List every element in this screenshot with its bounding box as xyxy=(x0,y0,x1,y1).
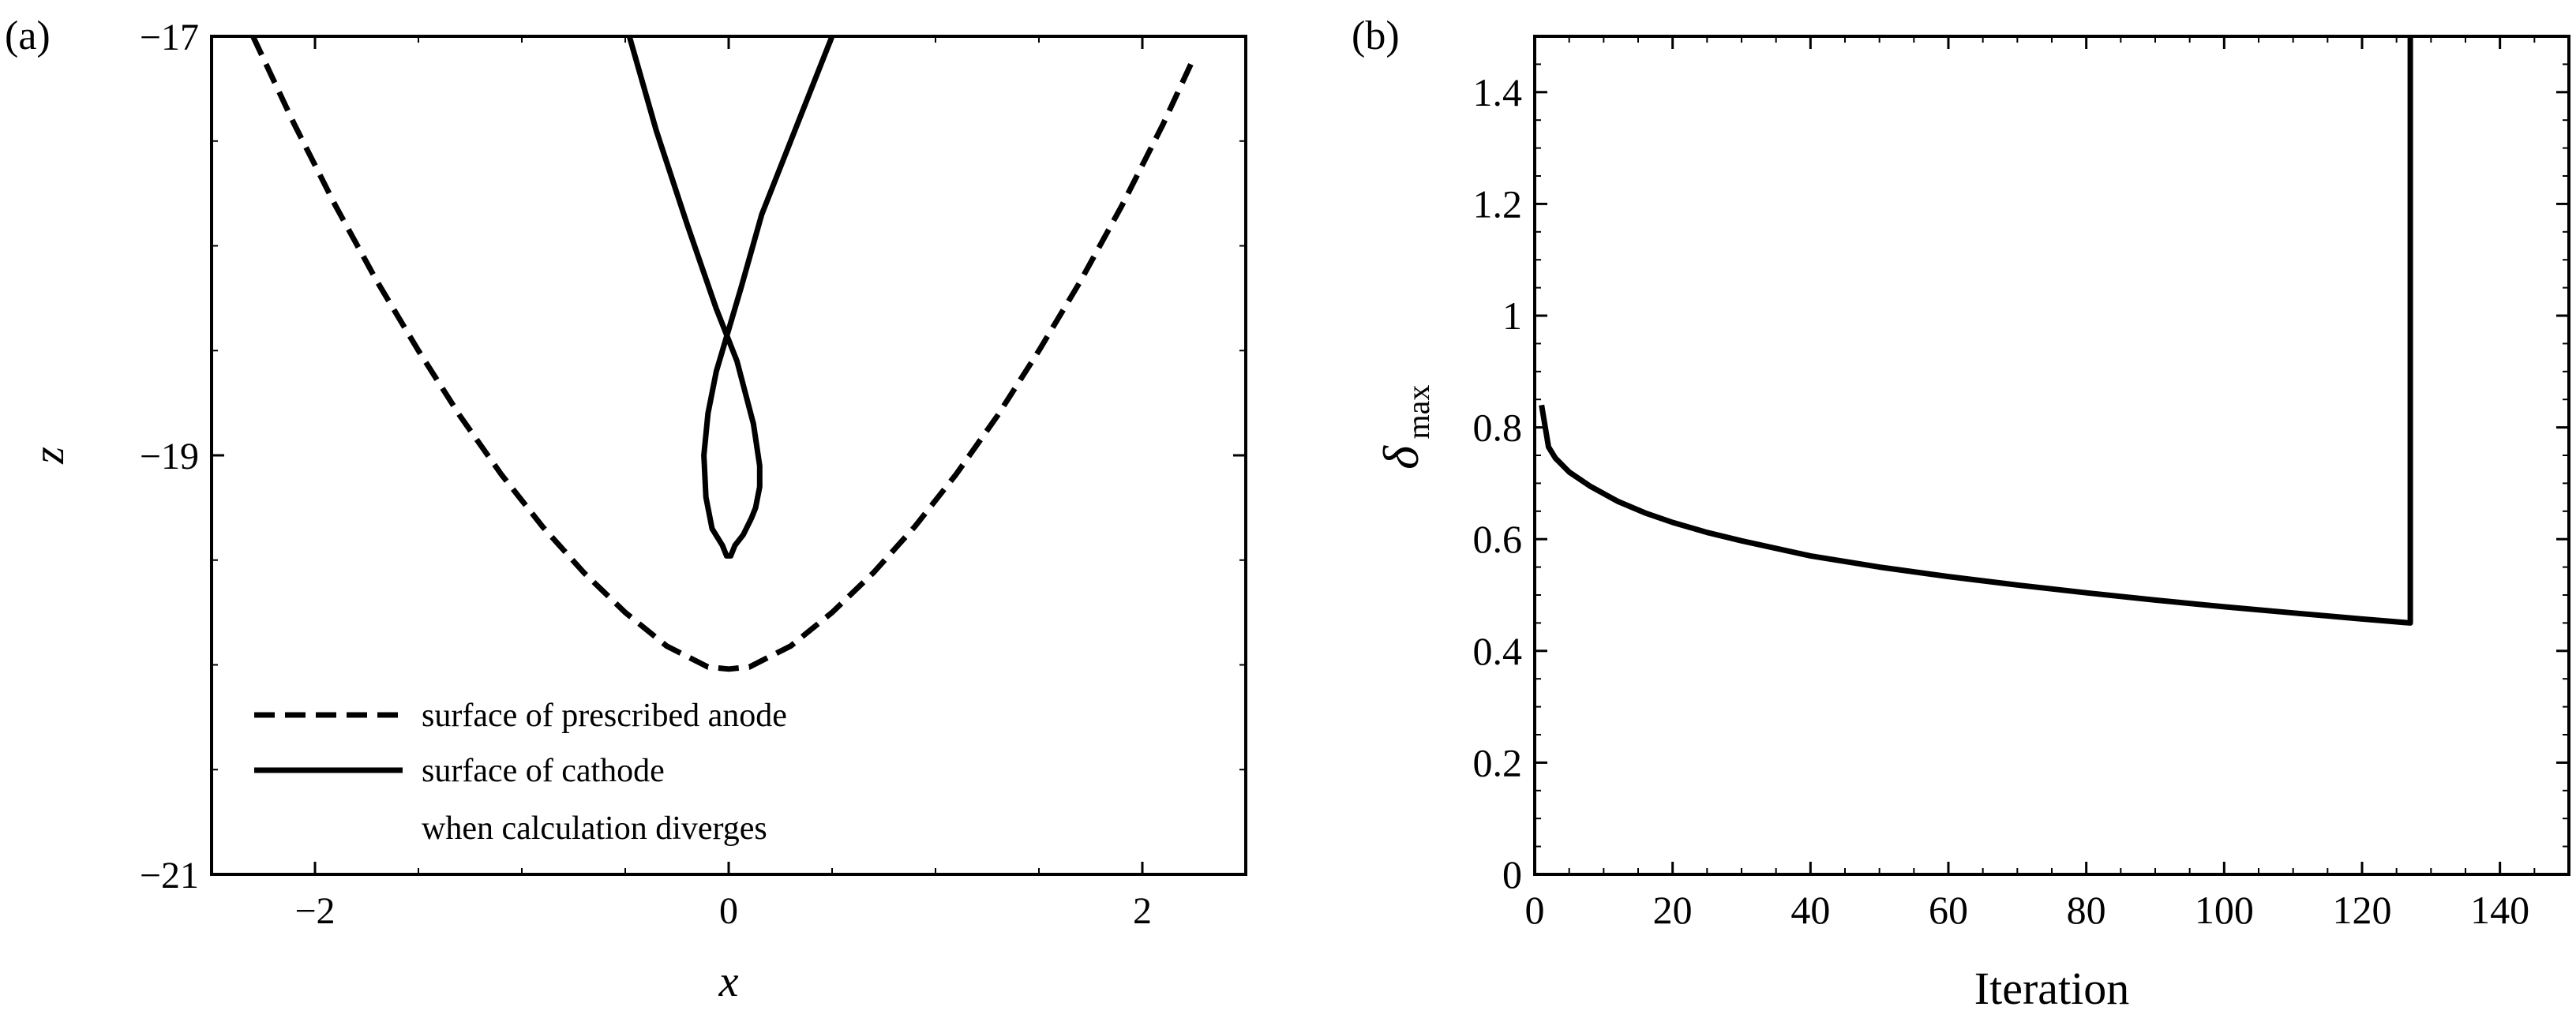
y-tick-label: −21 xyxy=(140,855,199,896)
panel-b-axes-box xyxy=(1533,35,2570,876)
panel-b: (b) 0 20 40 60 80 100 120 140 0 0.2 0.4 0.6 0.8 1 1.2… xyxy=(1352,13,2570,1014)
y-tick-label: −19 xyxy=(140,436,199,477)
panel-b-y-axis-label-group: δ max xyxy=(1373,385,1436,470)
legend-label-diverges: when calculation diverges xyxy=(422,810,767,847)
panel-b-y-axis-label-subscript: max xyxy=(1400,385,1436,440)
panel-b-x-ticks: 0 20 40 60 80 100 120 140 xyxy=(1525,36,2570,932)
panel-a-series-1-solid-line xyxy=(626,35,835,559)
panel-a-x-ticks: −2 0 2 xyxy=(211,36,1247,932)
y-tick-label: 0.6 xyxy=(1473,517,1523,561)
panel-a-label: (a) xyxy=(5,13,51,58)
y-tick-label: 0.2 xyxy=(1473,740,1523,784)
x-tick-label: 140 xyxy=(2470,888,2529,932)
legend-label-anode: surface of prescribed anode xyxy=(422,698,787,734)
y-tick-label: 0 xyxy=(1502,852,1522,896)
y-tick-label: −17 xyxy=(140,17,199,58)
panel-b-x-axis-label: Iteration xyxy=(1974,963,2129,1014)
x-tick-label: 0 xyxy=(1525,888,1545,932)
x-tick-label: 60 xyxy=(1929,888,1968,932)
x-tick-label: 100 xyxy=(2195,888,2254,932)
x-tick-label: 2 xyxy=(1133,890,1152,932)
y-tick-label: 0.4 xyxy=(1473,629,1523,673)
y-tick-label: 1.2 xyxy=(1473,182,1523,226)
panel-a-y-axis-label: z xyxy=(24,447,73,465)
y-tick-label: 0.8 xyxy=(1473,406,1523,450)
x-tick-label: −2 xyxy=(294,890,335,932)
panel-a: (a) −2 0 2 −21 −19 −17 x z surface of prescr… xyxy=(5,13,1247,1006)
legend-label-cathode: surface of cathode xyxy=(422,753,665,789)
y-tick-label: 1 xyxy=(1502,294,1522,338)
panel-b-label: (b) xyxy=(1352,13,1400,58)
panel-a-series xyxy=(250,35,1197,672)
x-tick-label: 40 xyxy=(1790,888,1830,932)
x-tick-label: 120 xyxy=(2333,888,2392,932)
panel-a-series-0-dashed-line xyxy=(250,35,1197,672)
panel-b-y-axis-label: δ xyxy=(1373,445,1429,470)
panel-a-legend: surface of prescribed anode surface of c… xyxy=(254,698,787,847)
panel-b-series xyxy=(1539,36,2413,626)
x-tick-label: 80 xyxy=(2067,888,2106,932)
panel-a-y-ticks: −21 −19 −17 xyxy=(140,17,1246,896)
x-tick-label: 0 xyxy=(719,890,738,932)
x-tick-label: 20 xyxy=(1653,888,1693,932)
panel-b-series-0-solid-line xyxy=(1539,36,2413,626)
panel-a-x-axis-label: x xyxy=(718,957,739,1006)
panel-a-axes-box xyxy=(210,35,1247,876)
panel-b-y-ticks: 0 0.2 0.4 0.6 0.8 1 1.2 1.4 xyxy=(1473,36,2569,896)
y-tick-label: 1.4 xyxy=(1473,70,1523,114)
